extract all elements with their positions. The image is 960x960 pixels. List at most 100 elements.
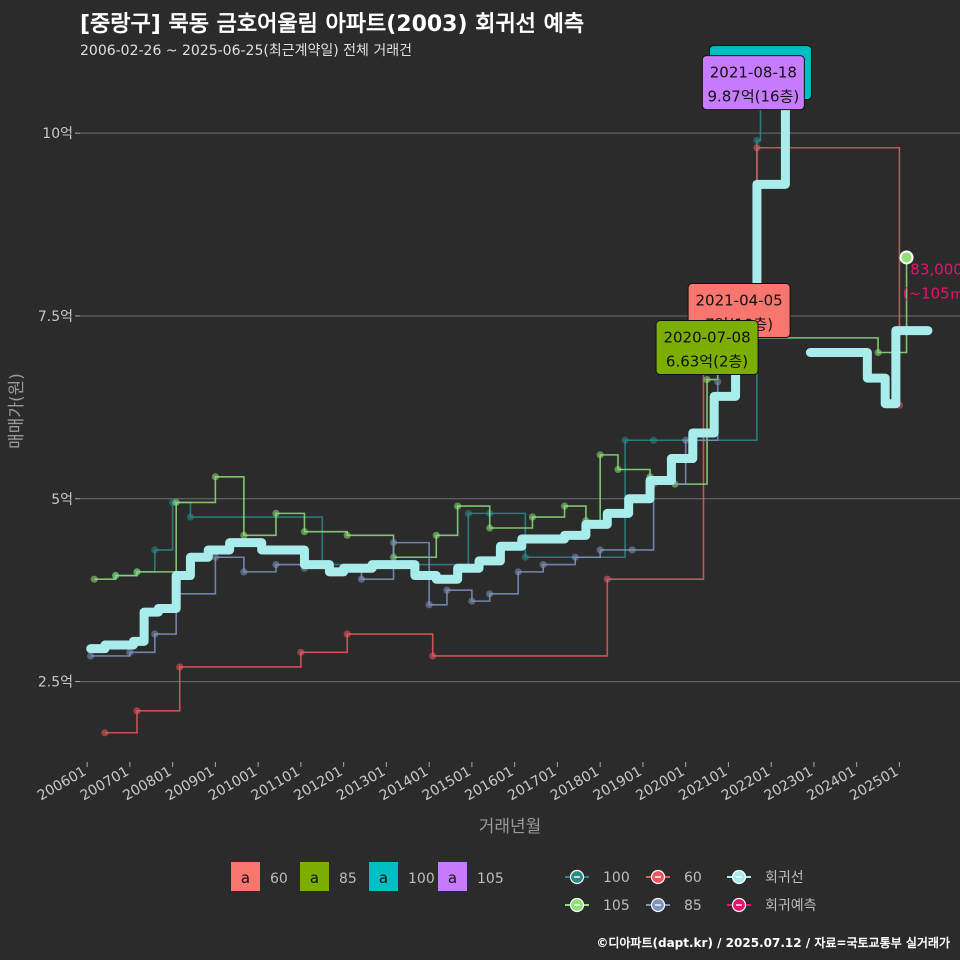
- series-105-point: [272, 509, 280, 517]
- series-105-point: [874, 348, 882, 357]
- series-85-point: [468, 597, 476, 605]
- series-105-point: [454, 502, 462, 510]
- legend-area-glyph: a: [379, 869, 388, 887]
- series-85-line: [90, 381, 719, 657]
- y-axis-title: 매매가(원): [7, 373, 27, 449]
- series-85-point: [425, 601, 433, 609]
- series-60-point: [176, 663, 184, 671]
- series-105-point: [703, 375, 711, 384]
- legend-series-label: 105: [603, 898, 630, 914]
- series-100-point: [621, 436, 629, 444]
- legend-series-label: 60: [684, 870, 702, 886]
- series-85-point: [211, 553, 219, 561]
- series-60-point: [753, 144, 761, 152]
- source-footer: ©디아파트(dapt.kr) / 2025.07.12 / 자료=국토교통부 실…: [596, 936, 950, 950]
- series-100-point: [650, 436, 658, 444]
- x-tick-label: 202501: [847, 764, 901, 805]
- series-105-point: [528, 513, 537, 521]
- chart-title: [중랑구] 묵동 금호어울림 아파트(2003) 회귀선 예측: [80, 12, 585, 37]
- series-85-point: [87, 652, 95, 660]
- legend-series-label: 회귀예측: [765, 898, 817, 914]
- series-60-point: [101, 729, 109, 737]
- series-85-point: [714, 378, 722, 386]
- annotation-box: [701, 55, 805, 111]
- legend-area-swatch: [438, 862, 467, 891]
- annotation-box: [655, 320, 759, 376]
- series-100-point: [753, 136, 761, 145]
- series-60-point: [343, 630, 351, 638]
- prediction-value-label: 83,000: [910, 260, 960, 278]
- legend-layer: a 60 a 85 a 100 a 105 100 60 회귀선 105 85 회귀예측: [231, 862, 817, 914]
- annotation-date: 2021-08-18: [710, 64, 797, 82]
- series-85-point: [486, 590, 494, 598]
- series-85-point: [389, 539, 398, 547]
- series-85-point: [571, 553, 579, 561]
- legend-area-swatch: [369, 862, 398, 891]
- annotation-layer: 83,000(~105㎡)2021-10-1310.5억(5층)2021-08-…: [655, 45, 960, 376]
- series-100-point: [186, 513, 195, 521]
- regression-forecast-line: [805, 326, 933, 409]
- legend-area-glyph: a: [241, 869, 250, 887]
- series-85-point: [357, 575, 366, 583]
- y-tick-label: 7.5억: [38, 309, 73, 325]
- series-85-point: [272, 560, 280, 569]
- annotation-price: 6.63억(2층): [666, 353, 748, 371]
- series-105-point: [486, 524, 494, 532]
- y-tick-label: 5억: [51, 492, 73, 508]
- legend-area-label: 105: [477, 871, 504, 887]
- prediction-area-label: (~105㎡): [903, 284, 960, 302]
- series-105-point: [172, 498, 180, 507]
- series-85-point: [240, 568, 248, 576]
- series-105-point: [432, 531, 440, 539]
- series-105-point: [112, 571, 120, 580]
- legend-series-label: 회귀선: [765, 870, 804, 886]
- chart-subtitle: 2006-02-26 ~ 2025-06-25(최근계약일) 전체 거래건: [80, 43, 412, 59]
- series-100-point: [464, 509, 472, 517]
- series-105-point: [211, 473, 219, 481]
- series-60-point: [429, 652, 437, 660]
- series-105-point: [596, 451, 604, 459]
- series-85-point: [539, 560, 547, 569]
- regression-line: [86, 92, 790, 654]
- series-85-point: [443, 586, 451, 594]
- series-105-point: [560, 502, 569, 510]
- series-60-point: [297, 648, 305, 656]
- series-105-point: [614, 465, 622, 474]
- series-60-point: [133, 707, 141, 715]
- series-60-line: [104, 146, 901, 734]
- series-100-point: [151, 546, 159, 554]
- series-85-point: [126, 648, 134, 656]
- series-85-point: [596, 546, 604, 554]
- series-105-point: [133, 568, 141, 576]
- series-85-point: [514, 568, 522, 576]
- legend-area-glyph: a: [310, 869, 319, 887]
- legend-area-label: 85: [339, 871, 357, 887]
- y-tick-label: 10억: [42, 126, 73, 142]
- y-tick-label: 2.5억: [38, 675, 73, 691]
- series-85-point: [682, 436, 690, 444]
- x-axis-title: 거래년월: [479, 817, 542, 837]
- legend-area-glyph: a: [448, 869, 457, 887]
- series-layer: [87, 92, 911, 737]
- series-105-point: [90, 575, 98, 583]
- series-60-point: [603, 575, 611, 583]
- series-105-point: [240, 531, 248, 539]
- series-85-point: [628, 546, 636, 554]
- annotation-date: 2021-04-05: [696, 292, 783, 310]
- prediction-point: [899, 250, 914, 265]
- regression-layer: [86, 92, 933, 654]
- series-105-point: [300, 528, 309, 536]
- legend-area-label: 60: [270, 871, 288, 887]
- grid-layer: [80, 132, 960, 683]
- legend-area-label: 100: [408, 871, 435, 887]
- legend-area-swatch: [300, 862, 329, 891]
- series-105-point: [343, 531, 351, 539]
- axis-layer: 2.5억5억7.5억10억200601200701200801200901201…: [7, 126, 901, 837]
- legend-series-label: 100: [603, 870, 630, 886]
- annotation-price: 9.87억(16층): [707, 88, 799, 106]
- series-85-point: [151, 630, 159, 638]
- legend-area-swatch: [231, 862, 260, 891]
- series-100-point: [521, 553, 529, 561]
- annotation-date: 2020-07-08: [663, 329, 750, 347]
